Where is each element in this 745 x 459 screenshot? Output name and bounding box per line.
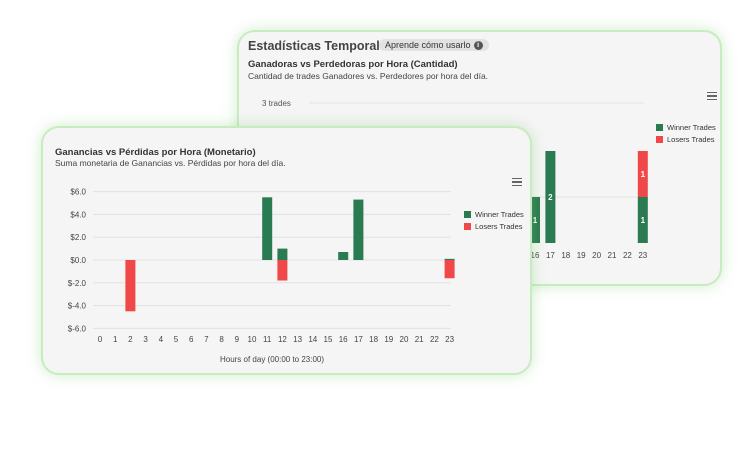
money-legend: Winner Trades Losers Trades [464,210,524,234]
help-label: Aprende cómo usarlo [385,40,471,50]
monetary-chart-title: Ganancias vs Pérdidas por Hora (Monetari… [55,147,256,158]
count-legend: Winner Trades Losers Trades [656,123,716,147]
x-tick-label: 10 [248,335,257,344]
x-tick-label: 22 [623,251,632,260]
x-axis-label: Hours of day (00:00 to 23:00) [220,355,324,364]
winner-bar[interactable] [353,199,364,260]
y-tick-label: $4.0 [70,210,86,219]
x-tick-label: 15 [324,335,333,344]
loser-bar[interactable] [637,151,648,197]
x-tick-label: 16 [339,335,348,344]
x-tick-label: 17 [354,335,363,344]
section-title: Estadísticas Temporales [248,39,394,53]
legend-label: Winner Trades [475,210,524,219]
data-label: 1 [533,216,538,225]
x-tick-label: 21 [415,335,424,344]
info-icon: i [473,40,483,50]
x-tick-label: 16 [531,251,540,260]
hamburger-menu-icon[interactable] [707,92,717,100]
x-tick-label: 13 [293,335,302,344]
x-tick-label: 20 [592,251,601,260]
y-tick-label: $6.0 [70,188,86,197]
x-tick-label: 1 [113,335,118,344]
x-tick-label: 6 [189,335,194,344]
x-tick-label: 19 [384,335,393,344]
winner-bar[interactable] [262,197,273,260]
x-tick-label: 18 [369,335,378,344]
x-tick-label: 9 [235,335,240,344]
y-tick-label: $-6.0 [68,324,87,333]
winner-bar[interactable] [530,197,540,243]
winner-swatch [656,124,663,131]
hamburger-menu-icon[interactable] [512,178,522,186]
legend-item-loser[interactable]: Losers Trades [656,135,716,144]
winner-bar[interactable] [444,258,455,260]
legend-item-winner[interactable]: Winner Trades [464,210,524,219]
legend-item-winner[interactable]: Winner Trades [656,123,716,132]
winner-bar[interactable] [277,248,288,260]
legend-label: Winner Trades [667,123,716,132]
data-label: 1 [641,216,646,225]
x-tick-label: 20 [400,335,409,344]
x-tick-label: 2 [128,335,133,344]
winner-swatch [464,211,471,218]
data-label: 2 [548,193,553,202]
loser-bar[interactable] [444,260,455,279]
y-tick-label: $-4.0 [68,302,87,311]
legend-item-loser[interactable]: Losers Trades [464,222,524,231]
x-tick-label: 18 [561,251,570,260]
winner-bar[interactable] [545,151,556,243]
x-tick-label: 5 [174,335,179,344]
winner-bar[interactable] [338,252,349,260]
x-tick-label: 14 [308,335,317,344]
y-tick-label: $0.0 [70,256,86,265]
legend-label: Losers Trades [475,222,523,231]
x-tick-label: 7 [204,335,209,344]
monetary-chart-card: Ganancias vs Pérdidas por Hora (Monetari… [41,126,532,375]
x-tick-label: 21 [608,251,617,260]
x-tick-label: 11 [263,335,272,344]
x-tick-label: 23 [638,251,647,260]
y-tick-label: $2.0 [70,233,86,242]
legend-label: Losers Trades [667,135,715,144]
loser-swatch [464,223,471,230]
y-top-label: 3 trades [262,99,291,108]
x-tick-label: 23 [445,335,454,344]
monetary-chart-subtitle: Suma monetaria de Ganancias vs. Pérdidas… [55,158,286,168]
loser-swatch [656,136,663,143]
x-tick-label: 17 [546,251,555,260]
x-tick-label: 0 [98,335,103,344]
loser-bar[interactable] [277,260,288,281]
count-chart-title: Ganadoras vs Perdedoras por Hora (Cantid… [248,59,458,70]
x-tick-label: 3 [143,335,148,344]
count-chart-subtitle: Cantidad de trades Ganadores vs. Perdedo… [248,71,489,81]
y-tick-label: $-2.0 [68,279,87,288]
winner-bar[interactable] [637,197,648,243]
x-tick-label: 4 [159,335,164,344]
help-button[interactable]: Aprende cómo usarlo i [379,39,489,51]
data-label: 1 [641,170,646,179]
x-tick-label: 19 [577,251,586,260]
x-tick-label: 8 [219,335,224,344]
loser-bar[interactable] [125,260,136,312]
x-tick-label: 22 [430,335,439,344]
x-tick-label: 12 [278,335,287,344]
